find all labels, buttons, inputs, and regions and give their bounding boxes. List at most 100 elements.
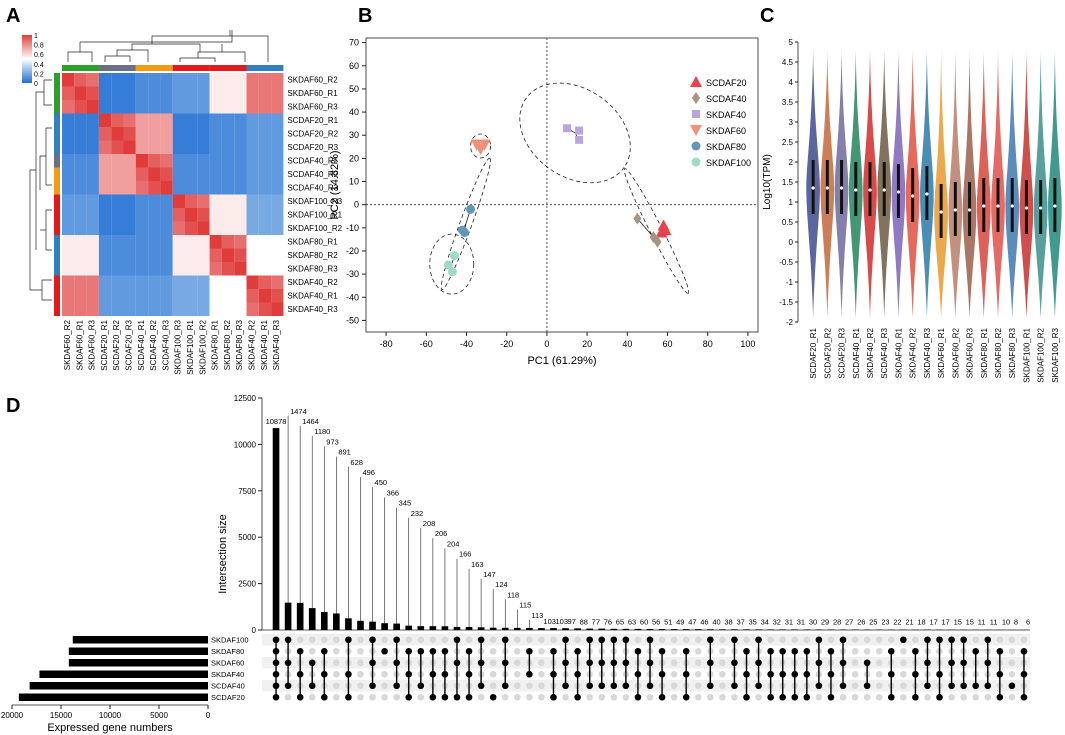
upset-bar: [441, 626, 449, 630]
upset-matrix-dot: [791, 636, 799, 644]
violin-y-tick-label: 1: [789, 198, 794, 207]
heatmap-dendrogram: [131, 43, 201, 52]
heatmap-cell: [74, 194, 87, 208]
violin-x-tick-label: SKDAF100_R3: [1051, 327, 1060, 382]
heatmap-cell: [246, 127, 259, 141]
heatmap-cell: [62, 248, 75, 262]
heatmap-cell: [221, 73, 235, 87]
upset-bar: [670, 629, 678, 630]
heatmap-cell: [271, 194, 284, 208]
upset-matrix-dot: [670, 682, 678, 690]
pca-y-tick-label: 40: [349, 107, 359, 117]
heatmap-cell: [135, 275, 149, 289]
heatmap-cell: [74, 127, 87, 141]
violin-y-tick-label: -1.5: [779, 298, 793, 307]
upset-bar: [405, 625, 413, 630]
heatmap-cell: [197, 181, 210, 195]
upset-bar-label: 51: [664, 617, 672, 626]
heatmap-cell: [209, 248, 222, 262]
upset-matrix-dot: [731, 693, 738, 701]
heatmap-cell: [172, 154, 185, 168]
heatmap-cell: [123, 100, 136, 114]
upset-matrix-dot: [381, 670, 388, 678]
upset-bar-label: 1474: [290, 407, 307, 416]
heatmap-cell: [185, 73, 198, 87]
upset-matrix-dot: [996, 636, 1004, 644]
heatmap-cell: [209, 73, 222, 87]
upset-matrix-dot: [308, 647, 316, 655]
heatmap-cell: [123, 127, 136, 141]
upset-bar-label: 11: [990, 617, 998, 626]
heatmap-col-label: SKDAF80_R3: [235, 319, 244, 370]
upset-bar-label: 49: [676, 617, 684, 626]
upset-matrix-dot: [1008, 647, 1016, 655]
pca-legend-label: SKDAF100: [706, 158, 751, 168]
heatmap-col-label: SKDAF40_R1: [260, 319, 269, 370]
heatmap-cell: [209, 127, 222, 141]
heatmap-cell: [123, 221, 136, 235]
upset-bar: [755, 629, 762, 630]
upset-bar: [357, 620, 364, 630]
heatmap-cell: [172, 235, 185, 249]
pca-cluster-ellipse: [623, 168, 690, 294]
upset-y-tick-label: 5000: [238, 533, 256, 542]
heatmap-cell: [234, 127, 247, 141]
heatmap-cell: [148, 262, 161, 276]
violin-median: [854, 188, 858, 192]
upset-bar: [477, 627, 485, 630]
pca-y-tick-label: 60: [349, 61, 359, 71]
upset-bar-label: 37: [736, 617, 744, 626]
heatmap-cell: [209, 262, 222, 276]
upset-matrix-dot: [381, 636, 388, 644]
upset-bar-label: 6: [1026, 617, 1030, 626]
upset-bar-label: 973: [326, 437, 339, 446]
heatmap-row-label: SKDAF60_R2: [287, 76, 338, 85]
upset-matrix-dot: [308, 636, 316, 644]
heatmap-cell: [271, 248, 284, 262]
upset-matrix-dot: [719, 647, 726, 655]
upset-matrix-dot: [381, 682, 388, 690]
heatmap-cell: [98, 248, 112, 262]
heatmap-cell: [172, 221, 185, 235]
upset-set-tick-label: 20000: [1, 711, 24, 720]
heatmap-cell: [135, 181, 149, 195]
upset-bar-label: 496: [362, 468, 375, 477]
heatmap-cell: [74, 248, 87, 262]
upset-matrix-stripe: [262, 634, 1030, 646]
heatmap-cell: [197, 113, 210, 127]
heatmap-cell: [221, 248, 235, 262]
heatmap-cell: [246, 154, 259, 168]
upset-matrix-dot: [489, 670, 497, 678]
upset-bar-label: 204: [447, 539, 460, 548]
heatmap-cell: [172, 208, 185, 222]
colorbar-tick-label: 0.2: [34, 71, 44, 78]
heatmap-cell: [98, 235, 112, 249]
heatmap-row-label: SKDAF80_R3: [287, 265, 338, 274]
upset-matrix-dot: [948, 693, 955, 701]
pca-cluster-ellipse: [470, 133, 491, 159]
upset-matrix-dot: [538, 636, 545, 644]
upset-matrix-dot: [851, 636, 859, 644]
heatmap-cell: [172, 248, 185, 262]
heatmap-cell: [86, 154, 99, 168]
heatmap-cell: [271, 140, 284, 154]
heatmap-col-label: SCDAF40_R1: [137, 319, 146, 370]
upset-bar: [284, 602, 292, 630]
upset-matrix-dot: [670, 636, 678, 644]
upset-matrix-stripe: [262, 657, 1030, 669]
violin-median: [839, 186, 844, 190]
upset-set-size-bar: [68, 659, 208, 667]
upset-bar: [333, 613, 340, 630]
upset-bar-label: 60: [640, 617, 648, 626]
heatmap-cell: [111, 208, 124, 222]
upset-set-size-bar: [68, 647, 208, 655]
heatmap-cell: [234, 248, 247, 262]
upset-bar: [646, 628, 654, 630]
heatmap-cell: [185, 262, 198, 276]
upset-set-size-bar: [72, 636, 208, 644]
upset-set-tick-label: 0: [206, 711, 211, 720]
heatmap-cell: [246, 113, 259, 127]
violin-median: [967, 208, 972, 212]
upset-matrix-dot: [441, 636, 449, 644]
upset-matrix-dot: [489, 659, 497, 667]
